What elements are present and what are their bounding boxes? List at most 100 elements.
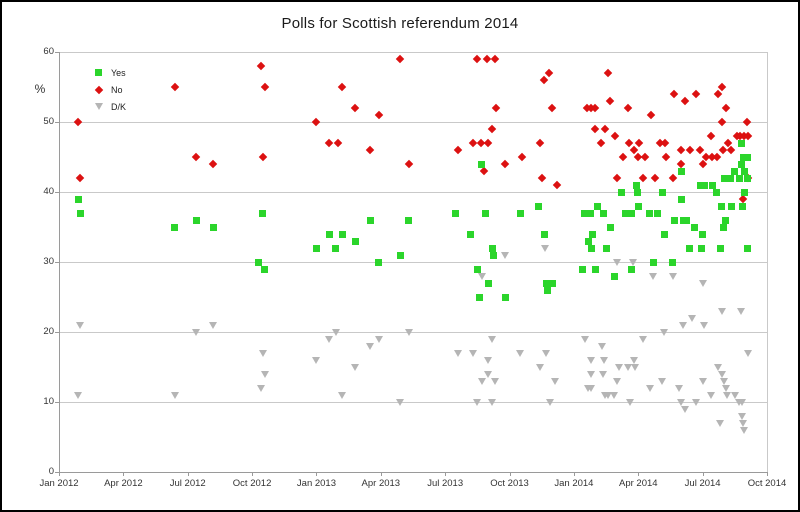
data-point-yes [587, 244, 595, 252]
data-point-dk [587, 371, 596, 378]
data-point-dk [740, 427, 749, 434]
data-point-yes [588, 230, 596, 238]
data-point-no [365, 145, 375, 155]
data-point-dk [743, 350, 752, 357]
data-point-no [488, 124, 497, 134]
data-point-yes [701, 181, 709, 189]
data-point-dk [692, 399, 701, 406]
data-point-yes [660, 230, 668, 238]
data-point-yes [671, 216, 679, 224]
data-point-no [539, 75, 549, 85]
data-point-dk [338, 392, 347, 399]
data-point-dk [488, 399, 497, 406]
data-point-dk [698, 378, 707, 385]
data-point-no [660, 138, 670, 148]
data-point-yes [476, 293, 483, 301]
data-point-no [713, 89, 722, 99]
chart-title: Polls for Scottish referendum 2014 [281, 15, 519, 32]
data-point-yes [727, 174, 735, 182]
data-point-no [453, 145, 463, 155]
data-point-no [374, 110, 383, 120]
data-point-dk [614, 364, 623, 371]
data-point-dk [366, 343, 375, 350]
data-point-dk [546, 399, 555, 406]
x-tick-mark [252, 472, 254, 476]
data-point-yes [740, 188, 748, 196]
y-axis-unit-label: % [34, 82, 46, 96]
data-point-yes [338, 230, 346, 238]
y-axis-line [59, 52, 60, 472]
data-point-dk [351, 364, 360, 371]
data-point-no [606, 96, 615, 106]
data-point-dk [738, 413, 747, 420]
data-point-dk [675, 385, 684, 392]
data-point-dk [516, 350, 525, 357]
data-point-yes [585, 237, 593, 245]
yes-square-icon [95, 69, 109, 76]
data-point-dk [454, 350, 463, 357]
data-point-yes [718, 202, 726, 210]
data-point-dk [657, 378, 666, 385]
data-point-yes [516, 209, 524, 217]
data-point-no [490, 54, 499, 64]
x-tick-label: Oct 2013 [490, 478, 529, 489]
legend: Yes No D/K [94, 64, 126, 115]
data-point-yes [171, 223, 179, 231]
data-point-dk [258, 350, 267, 357]
data-point-yes [74, 195, 82, 203]
data-point-no [325, 138, 334, 148]
data-point-dk [668, 273, 677, 280]
data-point-dk [646, 385, 655, 392]
data-point-no [612, 173, 622, 183]
data-point-dk [612, 259, 621, 266]
data-point-dk [677, 399, 686, 406]
x-tick-label: Oct 2014 [747, 478, 787, 489]
x-axis-line [59, 472, 767, 473]
y-tick-mark [55, 472, 59, 473]
data-point-yes [698, 244, 706, 252]
data-point-dk [469, 350, 478, 357]
data-point-dk [256, 385, 265, 392]
y-tick-mark [55, 192, 59, 193]
data-point-no [192, 152, 201, 162]
gridline [59, 332, 767, 333]
data-point-yes [617, 188, 625, 196]
data-point-no [395, 54, 405, 64]
data-point-yes [731, 167, 739, 175]
data-point-dk [374, 336, 383, 343]
data-point-no [501, 159, 510, 169]
data-point-dk [628, 259, 637, 266]
data-point-dk [396, 399, 405, 406]
data-point-dk [717, 308, 726, 315]
data-point-dk [540, 245, 549, 252]
data-point-dk [699, 322, 708, 329]
data-point-yes [594, 202, 601, 210]
data-point-no [258, 152, 268, 162]
y-tick-mark [55, 332, 59, 333]
data-point-yes [649, 258, 657, 266]
x-tick-mark [380, 472, 382, 476]
data-point-no [619, 152, 628, 162]
legend-label-no: No [111, 84, 123, 95]
data-point-yes [467, 230, 475, 238]
data-point-dk [542, 350, 551, 357]
data-point-yes [548, 279, 556, 287]
data-point-yes [581, 209, 589, 217]
y-tick-label: 10 [43, 396, 54, 407]
data-point-yes [744, 244, 752, 252]
legend-item-dk: D/K [95, 98, 126, 115]
data-point-yes [628, 265, 636, 273]
x-tick-label: Jul 2014 [684, 478, 721, 489]
data-point-yes [259, 209, 267, 217]
data-point-dk [312, 357, 321, 364]
data-point-yes [659, 188, 667, 196]
data-point-dk [713, 364, 722, 371]
x-tick-mark [509, 472, 511, 476]
data-point-dk [74, 392, 83, 399]
data-point-yes [396, 251, 404, 259]
data-point-yes [744, 174, 752, 182]
data-point-no [696, 145, 705, 155]
x-tick-mark [767, 472, 768, 476]
data-point-yes [739, 153, 747, 161]
